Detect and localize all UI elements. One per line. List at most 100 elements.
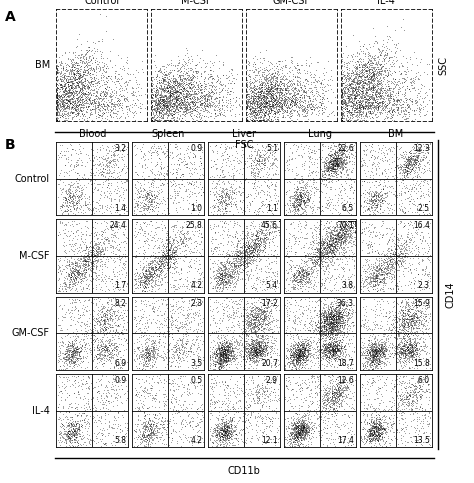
Point bbox=[368, 346, 375, 354]
Point bbox=[264, 217, 271, 225]
Point bbox=[387, 253, 395, 261]
Point bbox=[156, 108, 164, 115]
Point bbox=[104, 154, 111, 161]
Point bbox=[339, 251, 347, 258]
Point bbox=[171, 387, 178, 395]
Point bbox=[331, 165, 339, 172]
Point bbox=[294, 351, 301, 359]
Point bbox=[157, 88, 165, 96]
Point bbox=[222, 175, 229, 183]
Point bbox=[66, 100, 74, 108]
Point bbox=[295, 428, 302, 436]
Point bbox=[276, 57, 283, 65]
Point bbox=[228, 303, 236, 311]
Point bbox=[362, 202, 370, 210]
Point bbox=[345, 230, 352, 238]
Point bbox=[88, 346, 95, 354]
Point bbox=[287, 339, 294, 347]
Point bbox=[245, 97, 252, 104]
Point bbox=[408, 184, 415, 192]
Point bbox=[368, 431, 376, 439]
Point bbox=[147, 151, 155, 158]
Point bbox=[199, 94, 206, 101]
Point bbox=[226, 336, 234, 343]
Point bbox=[137, 104, 145, 112]
Point bbox=[216, 287, 223, 295]
Point bbox=[379, 219, 386, 227]
Point bbox=[232, 339, 239, 346]
Point bbox=[91, 218, 99, 226]
Point bbox=[67, 432, 74, 440]
Point bbox=[304, 401, 311, 409]
Point bbox=[219, 433, 226, 441]
Point bbox=[297, 140, 305, 147]
Point bbox=[222, 357, 230, 365]
Point bbox=[72, 81, 80, 88]
Point bbox=[350, 220, 358, 227]
Point bbox=[394, 242, 402, 250]
Point bbox=[346, 402, 353, 410]
Point bbox=[169, 110, 176, 117]
Point bbox=[115, 374, 122, 382]
Point bbox=[305, 153, 312, 160]
Point bbox=[314, 357, 322, 365]
Point bbox=[103, 115, 111, 123]
Point bbox=[390, 417, 397, 425]
Point bbox=[337, 392, 345, 399]
Point bbox=[275, 57, 283, 65]
Point bbox=[296, 188, 303, 196]
Point bbox=[402, 314, 410, 322]
Point bbox=[254, 306, 261, 314]
Point bbox=[298, 421, 306, 429]
Point bbox=[55, 372, 63, 380]
Point bbox=[414, 318, 421, 326]
Point bbox=[185, 380, 192, 388]
Point bbox=[332, 305, 340, 313]
Point bbox=[243, 241, 250, 248]
Point bbox=[60, 429, 68, 437]
Point bbox=[151, 354, 158, 362]
Point bbox=[96, 159, 104, 167]
Point bbox=[366, 90, 374, 98]
Point bbox=[363, 359, 371, 367]
Point bbox=[414, 393, 421, 400]
Point bbox=[286, 193, 294, 201]
Point bbox=[349, 142, 357, 150]
Point bbox=[336, 304, 344, 312]
Point bbox=[244, 254, 252, 261]
Point bbox=[170, 221, 178, 228]
Point bbox=[182, 314, 190, 322]
Point bbox=[178, 346, 186, 354]
Point bbox=[68, 340, 76, 348]
Point bbox=[164, 300, 171, 308]
Point bbox=[419, 256, 426, 263]
Point bbox=[292, 106, 299, 114]
Point bbox=[166, 89, 174, 97]
Point bbox=[141, 362, 148, 369]
Point bbox=[285, 347, 293, 355]
Point bbox=[73, 161, 81, 169]
Point bbox=[141, 434, 148, 441]
Point bbox=[352, 74, 359, 82]
Point bbox=[159, 420, 167, 428]
Point bbox=[149, 113, 157, 121]
Point bbox=[290, 424, 297, 432]
Point bbox=[307, 256, 315, 264]
Point bbox=[370, 347, 377, 355]
Point bbox=[359, 341, 367, 349]
Point bbox=[300, 91, 307, 99]
Point bbox=[93, 57, 101, 65]
Text: CD11b: CD11b bbox=[228, 466, 261, 476]
Point bbox=[310, 71, 318, 78]
Point bbox=[342, 189, 349, 197]
Point bbox=[301, 275, 309, 283]
Point bbox=[109, 231, 117, 239]
Point bbox=[366, 95, 374, 102]
Point bbox=[380, 351, 387, 358]
Point bbox=[338, 166, 346, 174]
Point bbox=[344, 98, 352, 106]
Point bbox=[112, 233, 120, 241]
Point bbox=[402, 55, 410, 62]
Point bbox=[311, 389, 319, 397]
Point bbox=[173, 317, 181, 325]
